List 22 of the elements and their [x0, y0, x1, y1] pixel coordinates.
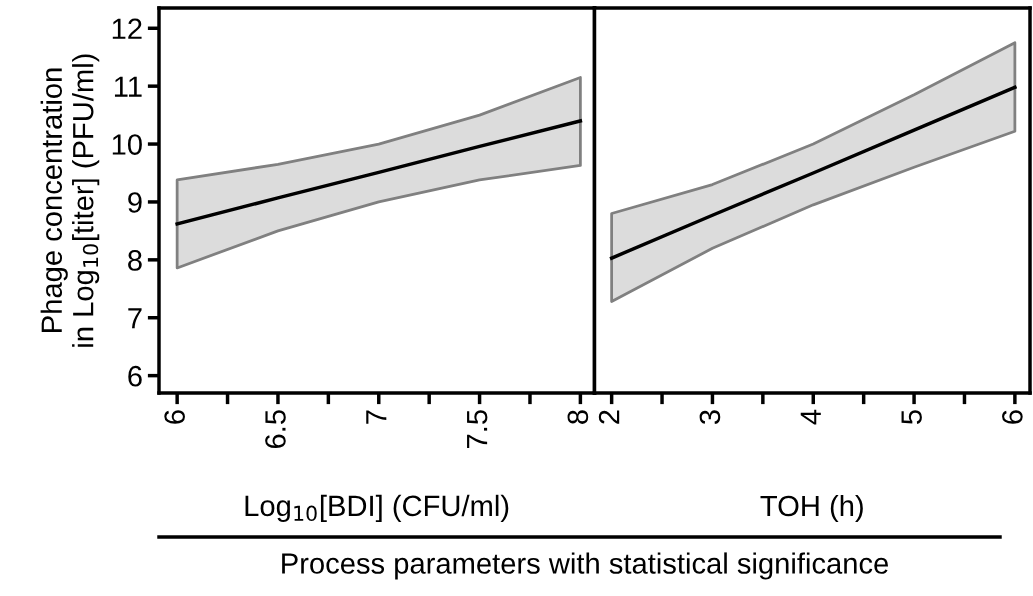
- y-tick-label: 10: [112, 134, 142, 155]
- x-tick-label: 5: [901, 410, 922, 425]
- x-tick-label: 7: [366, 410, 387, 424]
- x-tick-label: 6.5: [265, 410, 286, 449]
- y-tick-label: 12: [112, 18, 142, 39]
- y-tick-label: 8: [128, 250, 142, 271]
- x-tick-label: 6: [1002, 410, 1023, 424]
- x-tick-label: 4: [800, 409, 821, 425]
- x-axis-title: Log$_{10}$[BDI] (CFU/ml): [245, 494, 509, 522]
- x-tick-label: 8: [567, 410, 589, 424]
- x-tick-label: 6: [164, 410, 185, 424]
- y-tick-label: 7: [128, 308, 142, 329]
- y-axis-title: Phage concentration in Log$_{10}$[titer] (PFU/ml): [40, 54, 100, 347]
- y-tick-label: 6: [128, 365, 142, 387]
- line-series: [175, 119, 583, 226]
- y-tick-label: 11: [114, 76, 142, 97]
- x-tick-label: 7.5: [467, 410, 488, 449]
- x-tick-label: 3: [699, 410, 721, 425]
- y-tick-label: 9: [128, 192, 142, 213]
- x-axis-title: TOH (h): [760, 494, 863, 523]
- text: Process parameters with statistical significance: [282, 552, 888, 580]
- x-tick-label: 2: [598, 410, 620, 424]
